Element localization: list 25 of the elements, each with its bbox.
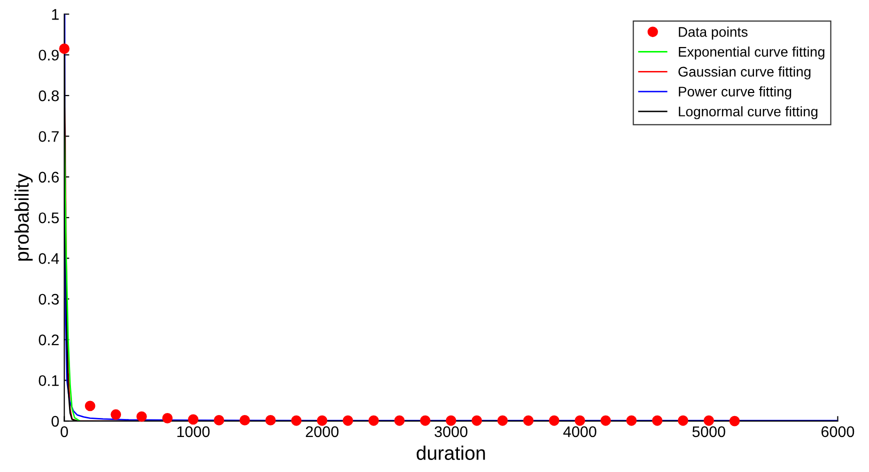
y-tick-label: 0 [52, 416, 59, 427]
y-tick-label: 0.2 [38, 334, 59, 346]
y-tick-label: 0.5 [38, 212, 59, 224]
legend-label: Power curve fitting [678, 86, 792, 100]
x-tick-label: 6000 [822, 426, 854, 438]
legend-label: Gaussian curve fitting [678, 66, 810, 80]
x-tick-label: 3000 [434, 426, 468, 438]
x-tick-label: 5000 [692, 426, 726, 438]
y-tick-label: 0.8 [38, 90, 59, 102]
y-tick-label: 0.4 [38, 253, 59, 264]
y-tick-label: 0.7 [38, 131, 59, 142]
y-tick-label: 0.6 [38, 172, 59, 183]
y-tick-label: 0.3 [38, 294, 59, 305]
x-axis-title: duration [416, 446, 485, 460]
y-tick-label: 1 [52, 9, 59, 20]
x-tick-label: 4000 [563, 426, 596, 438]
y-axis-title: probability [14, 173, 33, 261]
legend-label: Data points [678, 26, 748, 40]
legend-label: Lognormal curve fitting [678, 106, 818, 120]
legend-label: Exponential curve fitting [678, 46, 824, 60]
x-tick-label: 1000 [177, 426, 210, 438]
y-tick-label: 0.9 [38, 50, 59, 61]
x-tick-label: 0 [60, 426, 68, 438]
x-tick-label: 2000 [306, 426, 339, 438]
y-tick-label: 0.1 [38, 375, 59, 386]
